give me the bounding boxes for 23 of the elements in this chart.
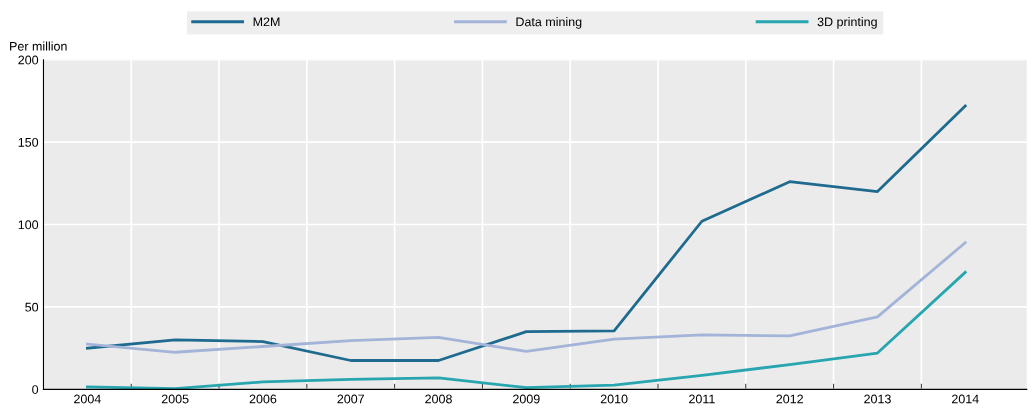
y-tick-label: 150 [18, 137, 39, 147]
line-series [85, 270, 967, 390]
line-series [85, 241, 967, 354]
line-series [85, 104, 967, 362]
x-tick-label: 2013 [864, 394, 891, 404]
x-tick-label: 2004 [74, 394, 101, 404]
x-tick-label: 2014 [951, 394, 979, 404]
x-tick-label: 2005 [161, 394, 189, 404]
legend-label: M2M [253, 17, 280, 27]
x-tick-label: 2006 [249, 394, 277, 404]
x-tick-label: 2011 [689, 394, 715, 404]
y-tick-label: 50 [25, 302, 39, 312]
x-tick-label: 2012 [776, 394, 803, 404]
y-tick-label: 0 [32, 385, 39, 394]
x-tick-label: 2008 [425, 394, 452, 404]
y-tick-label: 100 [18, 220, 39, 230]
x-tick-label: 2009 [513, 394, 540, 404]
y-axis-title: Per million [10, 41, 67, 51]
x-tick-label: 2010 [600, 394, 628, 404]
x-tick-label: 2007 [337, 394, 365, 404]
legend-label: Data mining [516, 17, 582, 29]
y-tick-label: 200 [18, 55, 39, 65]
legend-label: 3D printing [817, 17, 877, 29]
